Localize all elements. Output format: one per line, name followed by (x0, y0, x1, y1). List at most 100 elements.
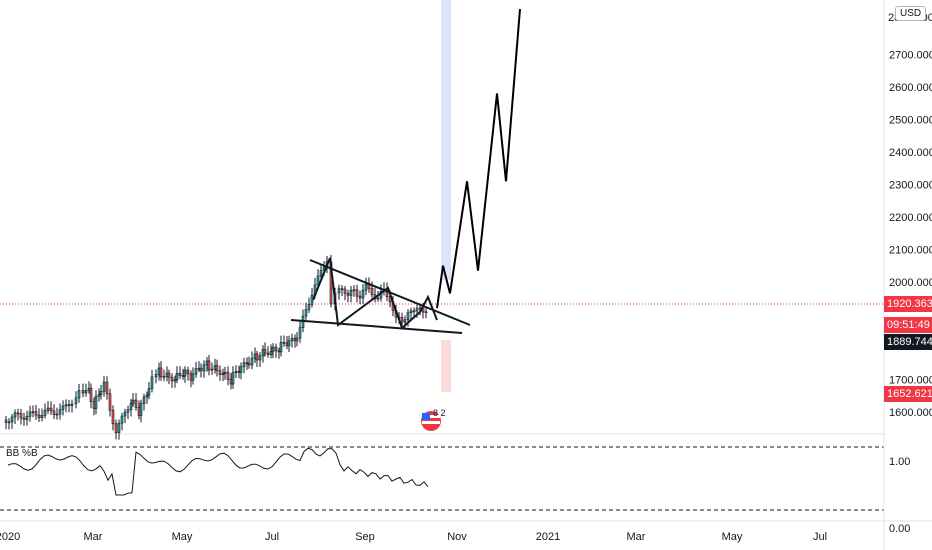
candle-body (183, 369, 187, 377)
candle-body (340, 288, 344, 291)
candle-body (102, 381, 106, 392)
candle-body (99, 391, 103, 395)
price-tick-9: 1600.000 (889, 407, 932, 419)
candle-body (61, 405, 65, 410)
candle-body (237, 371, 241, 373)
last-price-tag: 1920.363 (884, 296, 932, 312)
event-count: 8 2 (433, 408, 446, 418)
candle-body (358, 295, 362, 299)
us-flag-icon[interactable] (421, 411, 441, 431)
countdown-tag: 09:51:49 (884, 317, 932, 333)
bb-percent-line (7, 447, 429, 496)
candle-body (253, 353, 257, 359)
candle-body (108, 393, 112, 411)
candle-body (239, 366, 243, 373)
price-tick-2: 2500.000 (889, 115, 932, 127)
candle-body (250, 357, 254, 366)
candle-body (361, 289, 365, 299)
candle-body (349, 289, 353, 296)
candle-body (263, 349, 267, 354)
time-axis[interactable]: 2020 Mar May Jul Sep Nov 2021 Mar May Jul (0, 531, 827, 543)
candle-body (105, 381, 109, 395)
candle-body (290, 338, 294, 342)
candle-body (173, 379, 177, 382)
time-tick-0: 2020 (0, 531, 20, 543)
candle-body (415, 308, 419, 312)
candle-body (191, 373, 195, 381)
candle-body (170, 376, 174, 382)
candle-body (258, 355, 262, 361)
candle-body (298, 327, 302, 339)
candle-body (194, 368, 198, 375)
indicator-tick-0: 0.00 (889, 523, 910, 535)
candle-body (355, 289, 359, 297)
candle-body (229, 379, 233, 385)
time-tick-3: Jul (265, 531, 279, 543)
price-tick-7: 2000.000 (889, 277, 932, 289)
price-tick-6: 2100.000 (889, 245, 932, 257)
time-tick-4: Sep (355, 531, 375, 543)
candle-body (409, 310, 413, 314)
candle-body (424, 311, 428, 314)
time-tick-7: Mar (627, 531, 646, 543)
candle-body (10, 416, 14, 423)
candle-body (117, 422, 121, 433)
candle-body (213, 365, 217, 370)
time-tick-2: May (172, 531, 193, 543)
candle-body (343, 288, 347, 294)
candle-body (218, 370, 222, 375)
candle-body (226, 371, 230, 380)
candle-body (197, 367, 201, 370)
time-tick-6: 2021 (536, 531, 560, 543)
currency-button[interactable]: USD (895, 6, 927, 21)
candle-body (162, 376, 166, 378)
candle-body (181, 375, 185, 377)
time-tick-5: Nov (447, 531, 467, 543)
price-axis[interactable]: 2700.000 2600.000 2500.000 2400.000 2300.000… (889, 50, 932, 420)
indicator-label[interactable]: BB %B (6, 448, 38, 459)
candle-body (19, 413, 23, 419)
candle-body (295, 337, 299, 342)
triangle-lower-line (290, 319, 463, 334)
triangle-pattern (290, 257, 471, 334)
candle-body (120, 415, 124, 424)
candle-body (337, 288, 341, 294)
candle-body (34, 411, 38, 416)
candle-body (142, 396, 146, 404)
candle-body (406, 312, 410, 321)
candle-body (64, 404, 68, 407)
price-tick-4: 2300.000 (889, 180, 932, 192)
candle-body (231, 372, 235, 385)
candle-body (129, 403, 133, 411)
candle-body (207, 360, 211, 371)
candle-body (111, 409, 115, 425)
highlight-blue-column (441, 0, 451, 280)
candle-body (205, 360, 209, 366)
candle-body (126, 409, 130, 413)
candle-body (255, 353, 259, 361)
level-tag-1: 1889.744 (884, 334, 932, 350)
candle-body (210, 368, 214, 371)
highlight-red-column (441, 340, 451, 392)
price-tick-1: 2600.000 (889, 82, 932, 94)
candle-body (37, 414, 41, 419)
candle-body (400, 317, 404, 323)
candle-body (58, 409, 62, 415)
candle-body (304, 309, 308, 317)
candle-body (84, 390, 88, 394)
candle-body (167, 372, 171, 378)
candle-body (364, 283, 368, 291)
candle-body (89, 387, 93, 403)
candle-body (186, 369, 190, 375)
candle-body (269, 350, 273, 355)
candle-body (199, 367, 203, 372)
candle-body (202, 364, 206, 372)
candle-body (52, 410, 56, 415)
candle-body (81, 390, 85, 394)
candle-body (134, 399, 138, 408)
candle-body (245, 362, 249, 364)
candle-body (137, 407, 141, 416)
candle-body (215, 365, 219, 372)
candle-body (346, 292, 350, 296)
